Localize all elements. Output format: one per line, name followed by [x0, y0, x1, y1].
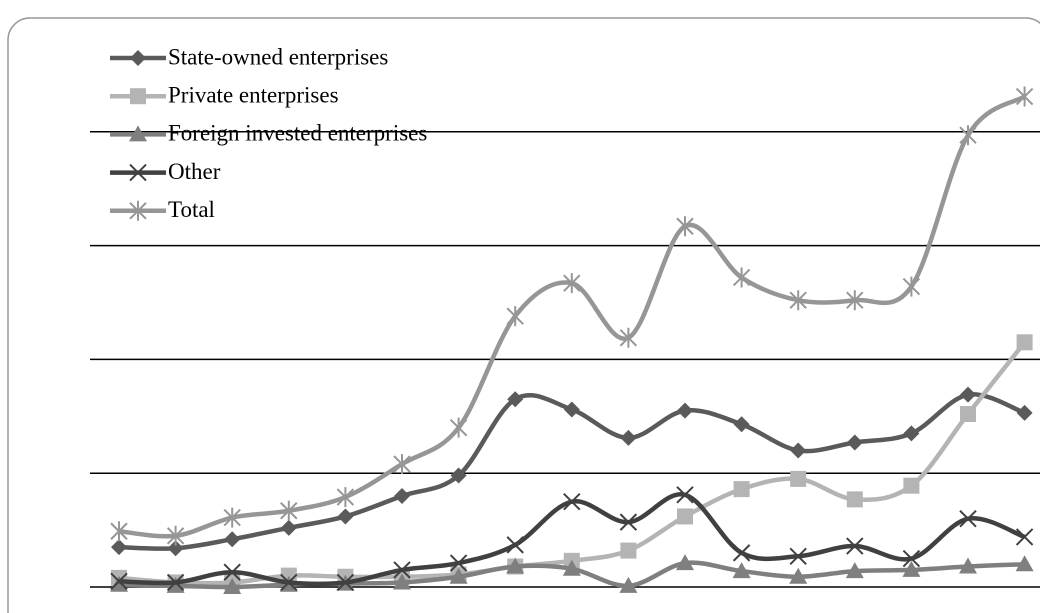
marker — [223, 578, 242, 594]
marker — [563, 401, 580, 418]
legend-label: Foreign invested enterprises — [168, 121, 427, 146]
marker — [393, 454, 411, 475]
marker — [1016, 404, 1033, 421]
chart-frame — [7, 17, 1040, 613]
marker — [506, 557, 525, 574]
marker — [846, 434, 863, 451]
marker — [789, 290, 807, 311]
marker — [619, 327, 638, 348]
marker — [223, 563, 241, 581]
series-line — [118, 340, 1027, 586]
marker — [902, 276, 921, 297]
marker — [1015, 528, 1034, 546]
marker — [280, 573, 298, 592]
marker — [677, 402, 693, 419]
marker — [902, 549, 921, 568]
marker — [790, 470, 807, 487]
marker — [129, 200, 147, 221]
marker — [450, 467, 467, 484]
legend-item: Other — [110, 159, 221, 184]
marker — [449, 417, 468, 438]
marker — [393, 573, 411, 590]
marker — [903, 425, 920, 442]
marker — [336, 487, 355, 508]
marker — [280, 519, 297, 536]
marker — [394, 487, 410, 504]
marker — [166, 525, 185, 546]
marker — [732, 562, 751, 579]
legend-label: Private enterprises — [168, 82, 339, 107]
legend-label: State-owned enterprises — [168, 44, 388, 69]
marker — [563, 492, 581, 511]
marker — [959, 125, 977, 146]
marker — [506, 306, 524, 327]
marker — [619, 576, 638, 593]
marker — [337, 508, 354, 525]
marker — [111, 539, 127, 556]
legend-label: Other — [168, 159, 221, 184]
marker — [676, 486, 694, 504]
marker — [676, 554, 694, 571]
legend-item: Total — [110, 197, 215, 222]
marker — [129, 125, 147, 142]
marker — [223, 507, 241, 528]
marker — [619, 513, 638, 531]
marker — [677, 508, 693, 525]
marker — [167, 540, 184, 557]
marker — [846, 290, 864, 311]
marker — [110, 572, 128, 591]
marker — [110, 575, 128, 592]
marker — [960, 406, 976, 423]
marker — [790, 442, 807, 459]
marker — [1016, 334, 1033, 351]
marker — [129, 163, 147, 182]
marker — [789, 547, 807, 565]
marker — [336, 573, 355, 592]
marker — [733, 416, 750, 433]
marker — [959, 510, 977, 528]
marker — [959, 557, 977, 574]
legend-label: Total — [168, 197, 215, 222]
legend-item: Foreign invested enterprises — [110, 121, 427, 146]
marker — [130, 88, 146, 105]
marker — [563, 273, 581, 294]
marker — [960, 386, 976, 403]
marker — [1015, 555, 1034, 572]
marker — [902, 560, 921, 577]
legend-item: State-owned enterprises — [110, 44, 388, 69]
marker — [166, 573, 185, 592]
marker — [733, 481, 750, 498]
series-line — [118, 492, 1026, 587]
marker — [676, 216, 694, 237]
marker — [507, 391, 524, 408]
marker — [506, 536, 524, 554]
marker — [903, 477, 920, 494]
marker — [449, 554, 468, 572]
marker — [620, 542, 637, 559]
marker — [620, 429, 637, 446]
marker — [732, 267, 751, 288]
marker — [846, 491, 863, 508]
marker — [166, 576, 185, 593]
marker — [393, 561, 411, 579]
marker — [846, 537, 864, 555]
marker — [732, 544, 751, 562]
marker — [1015, 86, 1034, 107]
marker — [789, 567, 808, 584]
marker — [845, 562, 864, 579]
marker — [562, 559, 581, 576]
marker — [110, 521, 128, 542]
legend-item: Private enterprises — [110, 82, 339, 107]
marker — [224, 531, 241, 548]
marker — [130, 50, 146, 66]
marker — [449, 567, 468, 584]
marker — [280, 500, 298, 521]
